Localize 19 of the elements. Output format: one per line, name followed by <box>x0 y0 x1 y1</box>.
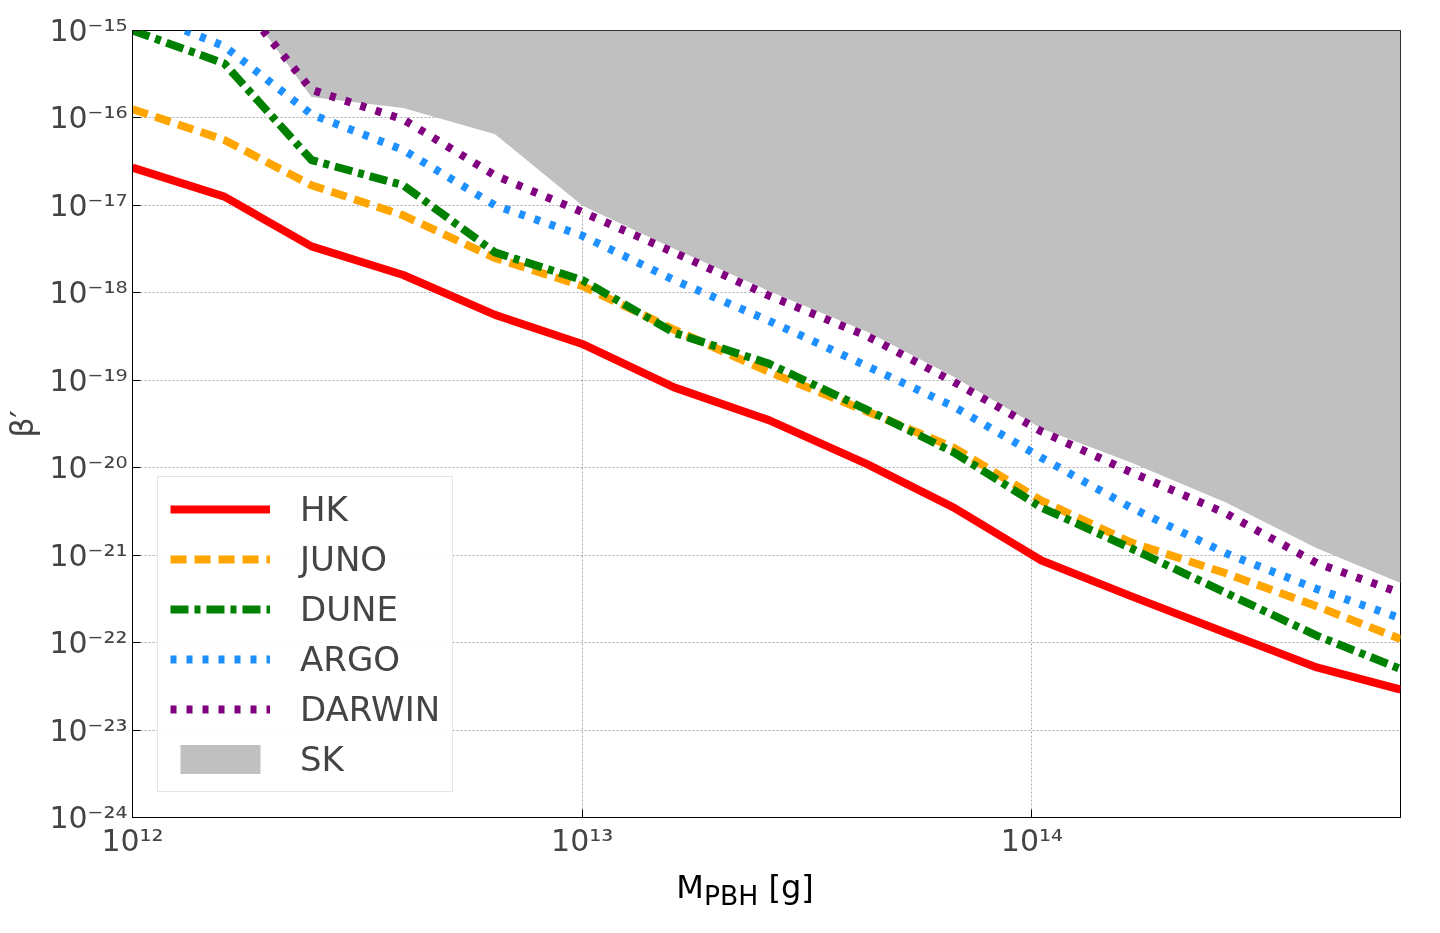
y-tick-label: 10⁻¹⁸ <box>49 275 128 311</box>
y-tick-label: 10⁻²³ <box>49 712 128 748</box>
legend-label: HK <box>300 489 348 529</box>
x-tick-label: 10¹³ <box>551 822 614 858</box>
y-tick-label: 10⁻¹⁵ <box>49 13 128 48</box>
x-axis-title: M$_{PBH}$ [g] <box>675 867 815 914</box>
y-tick-label: 10⁻²¹ <box>49 537 128 573</box>
y-tick-label: 10⁻²⁰ <box>49 450 128 486</box>
y-tick-label: 10⁻¹⁷ <box>49 187 128 223</box>
y-tick-label: 10⁻²² <box>49 625 128 661</box>
legend-label: JUNO <box>300 539 388 579</box>
legend-label: DARWIN <box>300 689 441 729</box>
legend-label: SK <box>300 739 344 779</box>
x-tick-label: 10¹⁴ <box>1000 822 1064 858</box>
legend-label: DUNE <box>300 589 398 629</box>
y-tick-label: 10⁻¹⁶ <box>49 100 128 136</box>
y-tick-label: 10⁻¹⁹ <box>49 362 128 398</box>
legend-label: ARGO <box>300 639 400 679</box>
y-axis-title: β′ <box>3 410 42 438</box>
